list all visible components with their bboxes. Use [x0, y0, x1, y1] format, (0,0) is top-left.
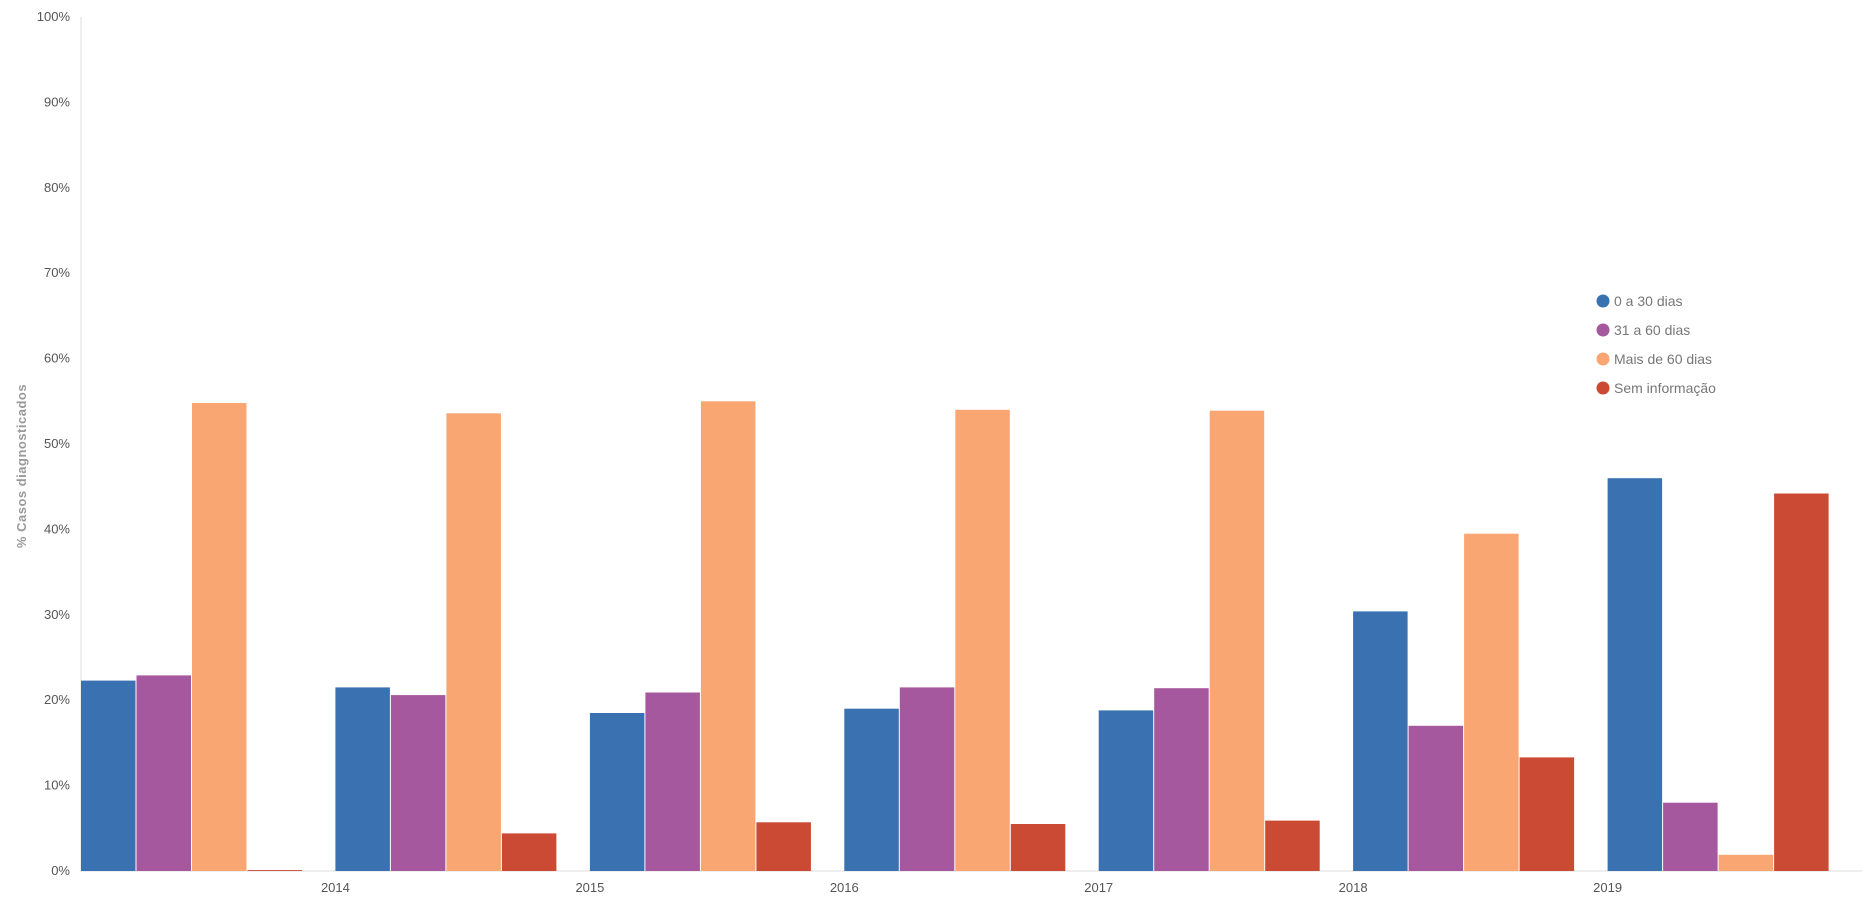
- bar: [645, 692, 700, 871]
- legend-swatch: [1596, 294, 1610, 308]
- legend-label: 31 a 60 dias: [1614, 322, 1690, 338]
- bar: [1209, 410, 1265, 871]
- y-axis: 0% 10% 20% 30% 40% 50% 60% 70% 80% 90% 100%: [37, 9, 71, 878]
- bar: [1408, 725, 1464, 871]
- legend-item: 31 a 60 dias: [1596, 322, 1690, 338]
- bar: [844, 708, 899, 871]
- legend-swatch: [1596, 323, 1610, 337]
- legend-label: 0 a 30 dias: [1614, 293, 1683, 309]
- x-tick-label: 2018: [1339, 880, 1368, 895]
- legend-swatch: [1596, 352, 1610, 366]
- y-tick-label: 90%: [44, 94, 70, 109]
- y-tick-label: 60%: [44, 351, 70, 366]
- bar: [136, 675, 191, 871]
- y-tick-label: 100%: [37, 9, 71, 24]
- bar: [1718, 854, 1774, 871]
- bar: [1154, 688, 1209, 871]
- bar: [192, 403, 247, 871]
- y-tick-label: 70%: [44, 265, 70, 280]
- y-tick-label: 10%: [44, 778, 70, 793]
- y-axis-title: % Casos diagnosticados: [14, 384, 29, 548]
- bars: [81, 401, 1829, 871]
- y-tick-label: 0%: [51, 863, 70, 878]
- bar: [1774, 493, 1829, 871]
- x-tick-label: 2019: [1593, 880, 1622, 895]
- bar: [1098, 710, 1154, 871]
- x-axis: 2014 2015 2016 2017 2018 2019: [321, 880, 1622, 895]
- legend-item: 0 a 30 dias: [1596, 293, 1683, 309]
- bar: [589, 713, 645, 871]
- x-tick-label: 2014: [321, 880, 350, 895]
- bar: [1519, 757, 1575, 871]
- y-tick-label: 40%: [44, 521, 70, 536]
- bar: [1353, 611, 1408, 871]
- legend: 0 a 30 dias 31 a 60 dias Mais de 60 dias Se…: [1596, 293, 1716, 396]
- bar: [1265, 820, 1320, 871]
- legend-label: Mais de 60 dias: [1614, 351, 1712, 367]
- bar: [247, 870, 302, 871]
- bar: [390, 695, 446, 871]
- bar: [1663, 802, 1718, 871]
- x-tick-label: 2016: [830, 880, 859, 895]
- legend-item: Mais de 60 dias: [1596, 351, 1712, 367]
- bar: [81, 680, 136, 871]
- bar: [335, 687, 390, 871]
- bar: [700, 401, 756, 871]
- bar: [955, 409, 1010, 871]
- y-tick-label: 30%: [44, 607, 70, 622]
- bar: [1464, 533, 1519, 871]
- legend-item: Sem informação: [1596, 380, 1716, 396]
- y-tick-label: 20%: [44, 692, 70, 707]
- bar: [899, 687, 955, 871]
- bar: [756, 822, 811, 871]
- x-tick-label: 2017: [1084, 880, 1113, 895]
- bar: [446, 413, 501, 871]
- x-tick-label: 2015: [575, 880, 604, 895]
- bar: [1607, 478, 1663, 871]
- legend-swatch: [1596, 381, 1610, 395]
- bar: [1010, 824, 1066, 871]
- legend-label: Sem informação: [1614, 380, 1716, 396]
- bar: [501, 833, 557, 871]
- y-tick-label: 50%: [44, 436, 70, 451]
- y-tick-label: 80%: [44, 180, 70, 195]
